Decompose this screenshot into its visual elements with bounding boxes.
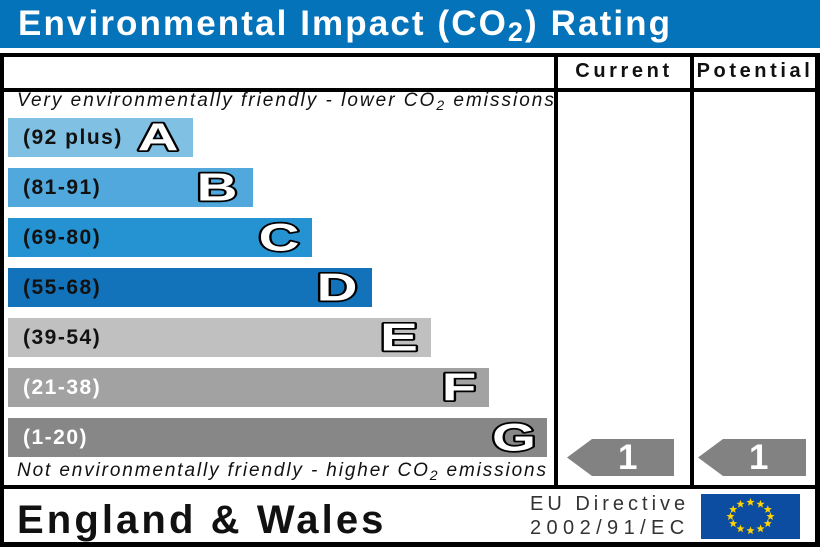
svg-text:F: F [442,368,477,408]
svg-text:G: G [492,418,536,458]
svg-text:A: A [138,118,179,158]
svg-text:D: D [317,268,358,308]
svg-text:E: E [380,318,418,358]
svg-text:C: C [259,218,300,258]
svg-text:B: B [197,168,238,208]
